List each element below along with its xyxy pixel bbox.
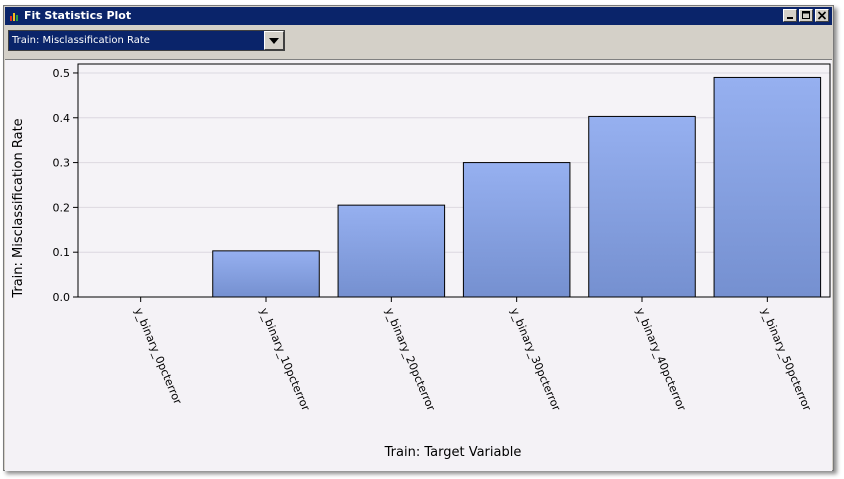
minimize-button[interactable] <box>783 9 797 22</box>
y-tick-label: 0.0 <box>53 291 71 304</box>
x-tick-label: y_binary_40pcterror <box>633 306 688 413</box>
bar-y_binary_30pcterror[interactable] <box>462 162 571 298</box>
maximize-icon <box>802 11 810 19</box>
y-tick-label: 0.3 <box>53 157 71 170</box>
x-axis-label: Train: Target Variable <box>384 445 522 460</box>
x-tick-label: y_binary_0pcterror <box>132 306 185 407</box>
bar-chart-icon <box>10 13 18 21</box>
window-title: Fit Statistics Plot <box>24 9 132 22</box>
x-tick-label: y_binary_20pcterror <box>383 306 438 413</box>
x-tick-label: y_binary_50pcterror <box>759 306 814 413</box>
toolbar: Train: Misclassification Rate <box>5 26 832 58</box>
chart-panel: 0.0 0.1 0.2 0.3 0.4 0.5 y_binary_0pcterror y_bi… <box>5 59 832 471</box>
title-bar[interactable]: Fit Statistics Plot <box>5 7 832 25</box>
y-tick-label: 0.4 <box>53 112 71 125</box>
y-tick-label: 0.1 <box>53 246 71 259</box>
plot-frame <box>77 63 831 298</box>
statistic-select[interactable]: Train: Misclassification Rate <box>8 30 285 51</box>
y-tick-label: 0.5 <box>53 67 71 80</box>
x-tick-label: y_binary_10pcterror <box>257 306 312 413</box>
bar-y_binary_20pcterror[interactable] <box>337 204 446 298</box>
y-axis-label: Train: Misclassification Rate <box>11 118 26 298</box>
bar-chart: 0.0 0.1 0.2 0.3 0.4 0.5 y_binary_0pcterror y_bi… <box>11 63 831 460</box>
dropdown-arrow-icon[interactable] <box>264 31 284 50</box>
minimize-icon <box>787 17 793 19</box>
x-tick-label: y_binary_30pcterror <box>508 306 563 413</box>
fit-statistics-window: Fit Statistics Plot Train: Misclassifica… <box>3 5 834 471</box>
bar-y_binary_40pcterror[interactable] <box>588 115 696 298</box>
y-tick-label: 0.2 <box>53 201 71 214</box>
close-icon <box>817 11 827 20</box>
maximize-button[interactable] <box>799 9 813 22</box>
bar-y_binary_10pcterror[interactable] <box>212 250 320 298</box>
close-button[interactable] <box>815 9 829 22</box>
plot-area <box>78 64 830 297</box>
statistic-select-value: Train: Misclassification Rate <box>12 35 150 46</box>
bar-y_binary_50pcterror[interactable] <box>713 76 822 298</box>
